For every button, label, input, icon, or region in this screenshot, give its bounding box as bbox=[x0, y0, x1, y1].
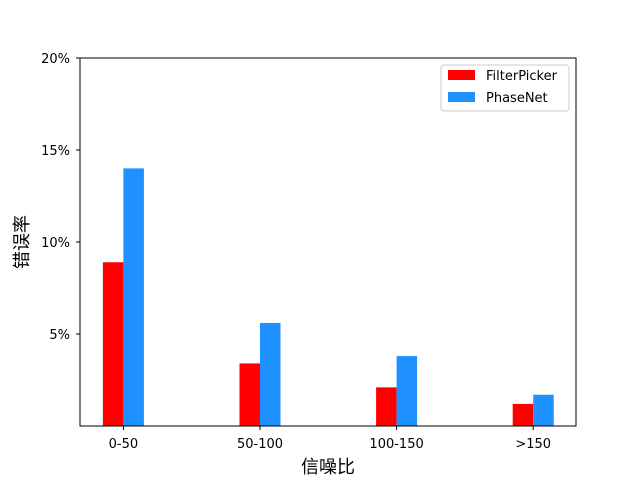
x-tick-label: 50-100 bbox=[237, 437, 283, 452]
y-tick-label: 20% bbox=[41, 52, 70, 67]
bar-filterpicker-0 bbox=[102, 262, 124, 426]
bar-phasenet-1 bbox=[260, 322, 281, 426]
bar-filterpicker-1 bbox=[239, 363, 260, 426]
bar-phasenet-3 bbox=[533, 394, 554, 426]
ticks-layer: 0-50 50-100 100-150 >150 5% 10% 15% 20% bbox=[41, 52, 551, 452]
y-tick-label: 15% bbox=[41, 144, 70, 159]
legend-label-phasenet: PhaseNet bbox=[486, 91, 548, 106]
x-tick-label: 100-150 bbox=[369, 437, 423, 452]
y-tick-label: 5% bbox=[49, 328, 70, 343]
legend: FilterPicker PhaseNet bbox=[440, 64, 570, 112]
y-tick-label: 10% bbox=[41, 236, 70, 251]
legend-swatch-phasenet bbox=[448, 92, 475, 102]
legend-swatch-filterpicker bbox=[448, 70, 475, 80]
bar-phasenet-0 bbox=[123, 168, 144, 426]
x-axis-title: 信噪比 bbox=[301, 457, 355, 478]
bar-filterpicker-2 bbox=[376, 387, 397, 426]
bars-layer bbox=[102, 168, 554, 426]
legend-label-filterpicker: FilterPicker bbox=[486, 69, 558, 84]
bar-filterpicker-3 bbox=[512, 403, 534, 426]
x-tick-label: 0-50 bbox=[109, 437, 139, 452]
y-axis-title: 错误率 bbox=[12, 215, 33, 269]
bar-phasenet-2 bbox=[396, 356, 418, 426]
x-tick-label: >150 bbox=[515, 437, 551, 452]
plot-frame bbox=[79, 57, 577, 427]
